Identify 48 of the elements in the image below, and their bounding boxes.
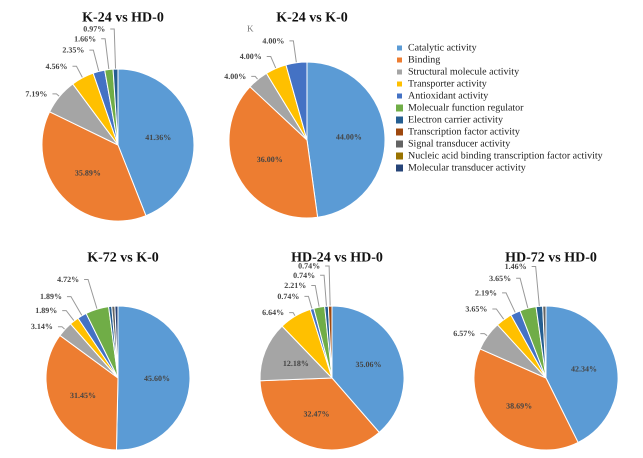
data-label: 0.97%	[83, 24, 106, 34]
legend-label: Structural molecule activity	[408, 66, 520, 78]
data-label: 1.89%	[35, 306, 58, 316]
data-label: 12.18%	[282, 358, 309, 368]
data-label: 45.60%	[144, 374, 170, 383]
data-label: 1.66%	[74, 34, 96, 44]
data-label: 44.00%	[336, 132, 362, 142]
chart-title: K-24 vs HD-0	[82, 10, 164, 26]
data-label: 2.19%	[475, 288, 498, 298]
data-label: 2.21%	[284, 281, 306, 290]
data-label: 41.36%	[145, 132, 172, 142]
data-label: 6.64%	[262, 308, 284, 318]
legend-label: Transporter activity	[408, 78, 487, 90]
data-label: 7.19%	[25, 89, 48, 98]
data-label: 32.47%	[304, 409, 330, 418]
text: K	[247, 24, 254, 34]
legend-label: Molecular transducer activity	[408, 162, 526, 174]
data-label: 0.74%	[293, 270, 316, 280]
chart-title: K-72 vs K-0	[87, 250, 159, 266]
data-label: 4.72%	[57, 274, 80, 284]
data-label: 38.69%	[506, 402, 532, 411]
data-label: 31.45%	[70, 390, 96, 400]
data-label: 35.89%	[74, 168, 101, 178]
legend-label: Signal transducer activity	[408, 138, 510, 150]
legend-label: Transcription factor activity	[408, 126, 520, 138]
data-label: 3.14%	[30, 322, 53, 332]
legend-label: Catalytic activity	[408, 42, 477, 54]
data-label: 3.65%	[465, 304, 488, 314]
data-label: 4.00%	[240, 52, 262, 62]
data-label: 1.46%	[504, 262, 527, 271]
legend-label: Molecualr function regulator	[408, 102, 524, 114]
data-label: 0.74%	[277, 292, 300, 301]
legend-label: Electron carrier activity	[408, 114, 503, 126]
chart-title: K-24 vs K-0	[276, 10, 348, 26]
data-label: 4.00%	[224, 72, 246, 81]
data-label: 4.00%	[262, 36, 284, 46]
data-label: 0.74%	[298, 262, 320, 271]
data-label: 4.56%	[45, 62, 68, 71]
data-label: 42.34%	[570, 364, 597, 374]
data-label: 36.00%	[256, 154, 283, 164]
legend-label: Nucleic acid binding transcription factor activity	[408, 150, 603, 162]
data-label: 2.35%	[62, 46, 84, 55]
data-label: 3.65%	[489, 274, 512, 283]
data-label: 1.89%	[40, 292, 62, 302]
legend-label: Antioxidant activity	[408, 90, 488, 102]
data-label: 35.06%	[356, 360, 382, 369]
legend-label: Binding	[408, 54, 440, 66]
data-label: 6.57%	[453, 329, 476, 338]
